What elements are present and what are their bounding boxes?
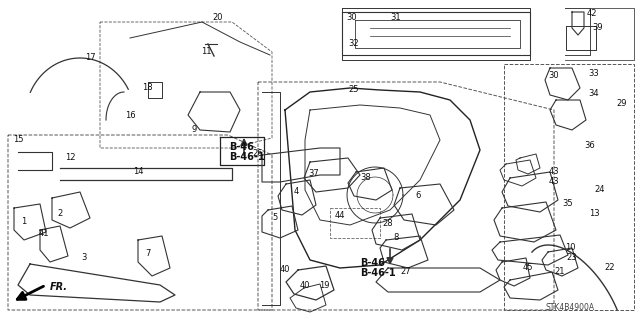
- Text: FR.: FR.: [50, 282, 68, 292]
- Text: B-46-1: B-46-1: [229, 152, 264, 162]
- Text: 33: 33: [589, 69, 600, 78]
- Text: 6: 6: [415, 191, 420, 201]
- Text: 8: 8: [394, 234, 399, 242]
- Text: 40: 40: [300, 280, 310, 290]
- Text: 29: 29: [617, 99, 627, 108]
- Text: 31: 31: [390, 13, 401, 23]
- Text: 19: 19: [319, 280, 329, 290]
- Text: 3: 3: [81, 254, 86, 263]
- Text: 45: 45: [523, 263, 533, 272]
- Text: 7: 7: [145, 249, 150, 257]
- Text: 32: 32: [349, 39, 359, 48]
- Text: 17: 17: [84, 54, 95, 63]
- Text: B-46: B-46: [229, 142, 254, 152]
- Text: 16: 16: [125, 110, 135, 120]
- Text: 35: 35: [563, 199, 573, 209]
- Text: 43: 43: [548, 167, 559, 176]
- Text: 26: 26: [253, 150, 263, 159]
- Text: 40: 40: [280, 265, 291, 275]
- Text: 41: 41: [39, 228, 49, 238]
- Text: 43: 43: [548, 177, 559, 187]
- Text: 14: 14: [132, 167, 143, 176]
- Text: 15: 15: [13, 136, 23, 145]
- Text: 13: 13: [589, 209, 599, 218]
- Text: 2: 2: [58, 209, 63, 218]
- Text: 38: 38: [360, 174, 371, 182]
- Text: 42: 42: [587, 9, 597, 18]
- Text: 12: 12: [65, 152, 76, 161]
- Text: 30: 30: [548, 71, 559, 80]
- Text: 22: 22: [605, 263, 615, 272]
- Text: 39: 39: [593, 23, 604, 32]
- Text: 1: 1: [21, 218, 27, 226]
- Text: 34: 34: [589, 88, 599, 98]
- Text: 23: 23: [566, 254, 577, 263]
- Text: STK4B4900A: STK4B4900A: [545, 303, 595, 313]
- Text: 4: 4: [293, 188, 299, 197]
- Text: B-46: B-46: [360, 258, 385, 268]
- Text: B-46-1: B-46-1: [360, 268, 396, 278]
- Text: 28: 28: [383, 219, 394, 227]
- Text: 37: 37: [308, 168, 319, 177]
- Text: 24: 24: [595, 186, 605, 195]
- Text: 36: 36: [584, 140, 595, 150]
- Text: 27: 27: [401, 268, 412, 277]
- Text: 44: 44: [335, 211, 345, 219]
- Text: 9: 9: [191, 125, 196, 135]
- Text: 21: 21: [555, 268, 565, 277]
- Text: 11: 11: [201, 47, 211, 56]
- Text: 30: 30: [347, 13, 357, 23]
- Text: 5: 5: [273, 213, 278, 222]
- Text: 18: 18: [141, 83, 152, 92]
- Text: 10: 10: [564, 243, 575, 253]
- Text: 25: 25: [349, 85, 359, 93]
- Text: 20: 20: [212, 12, 223, 21]
